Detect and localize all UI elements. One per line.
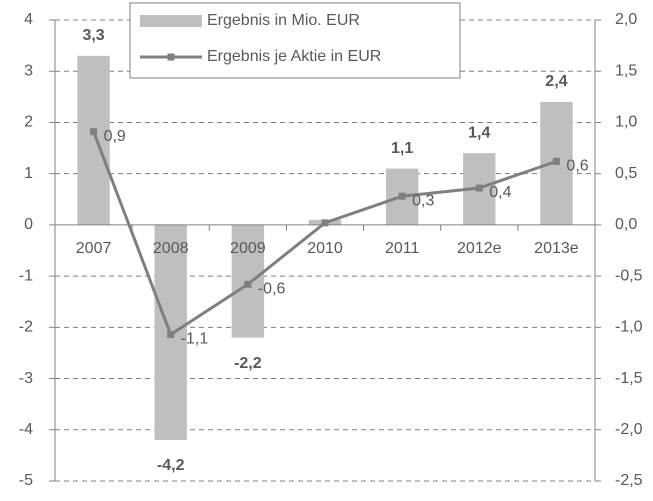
x-tick-label: 2013e bbox=[534, 240, 579, 257]
bar-value-label: 2,4 bbox=[545, 73, 567, 90]
line-marker bbox=[90, 128, 98, 136]
y-tick-label: -2 bbox=[19, 319, 33, 336]
y2-tick-label: -0,5 bbox=[615, 267, 643, 284]
y2-tick-label: -2,0 bbox=[615, 421, 643, 438]
y-tick-label: 3 bbox=[24, 62, 33, 79]
line-value-label: 0,3 bbox=[412, 192, 434, 209]
line-value-label: -1,1 bbox=[181, 331, 209, 348]
x-tick-label: 2007 bbox=[76, 240, 112, 257]
y2-tick-label: -1,0 bbox=[615, 319, 643, 336]
bar-value-label: 1,4 bbox=[468, 124, 490, 141]
line-marker bbox=[552, 157, 560, 165]
legend-marker bbox=[167, 53, 175, 61]
line-value-label: 0,4 bbox=[489, 184, 511, 201]
y-tick-label: 4 bbox=[24, 11, 33, 28]
x-tick-label: 2009 bbox=[230, 240, 266, 257]
line-value-label: 0,9 bbox=[104, 128, 126, 145]
bar bbox=[77, 55, 110, 225]
y-tick-label: 1 bbox=[24, 165, 33, 182]
line-marker bbox=[167, 331, 175, 339]
bar-value-label: -2,2 bbox=[234, 355, 262, 372]
y-tick-label: -1 bbox=[19, 267, 33, 284]
line-marker bbox=[321, 219, 329, 227]
x-tick-label: 2010 bbox=[307, 240, 343, 257]
line-marker bbox=[398, 192, 406, 200]
line-marker bbox=[244, 280, 252, 288]
y2-tick-label: 1,5 bbox=[615, 62, 637, 79]
legend-swatch bbox=[140, 15, 202, 27]
y2-tick-label: 0,0 bbox=[615, 216, 637, 233]
y2-tick-label: 0,5 bbox=[615, 165, 637, 182]
y2-tick-label: 2,0 bbox=[615, 11, 637, 28]
line-marker bbox=[475, 184, 483, 192]
y-tick-label: -4 bbox=[19, 421, 33, 438]
x-tick-label: 2011 bbox=[385, 240, 420, 257]
x-tick-label: 2012e bbox=[457, 240, 502, 257]
y-tick-label: 2 bbox=[24, 114, 33, 131]
y2-tick-label: -2,5 bbox=[615, 472, 643, 489]
legend-label: Ergebnis je Aktie in EUR bbox=[207, 48, 381, 65]
bar-value-label: -4,2 bbox=[157, 457, 185, 474]
line-value-label: 0,6 bbox=[566, 158, 588, 175]
y2-tick-label: 1,0 bbox=[615, 114, 637, 131]
x-tick-label: 2008 bbox=[153, 240, 189, 257]
bar-value-label: 1,1 bbox=[391, 140, 413, 157]
y-tick-label: -5 bbox=[19, 472, 33, 489]
legend-label: Ergebnis in Mio. EUR bbox=[207, 12, 360, 29]
y-tick-label: -3 bbox=[19, 370, 33, 387]
line-value-label: -0,6 bbox=[258, 281, 286, 298]
y2-tick-label: -1,5 bbox=[615, 370, 643, 387]
bar-value-label: 3,3 bbox=[82, 27, 104, 44]
y-tick-label: 0 bbox=[24, 216, 33, 233]
